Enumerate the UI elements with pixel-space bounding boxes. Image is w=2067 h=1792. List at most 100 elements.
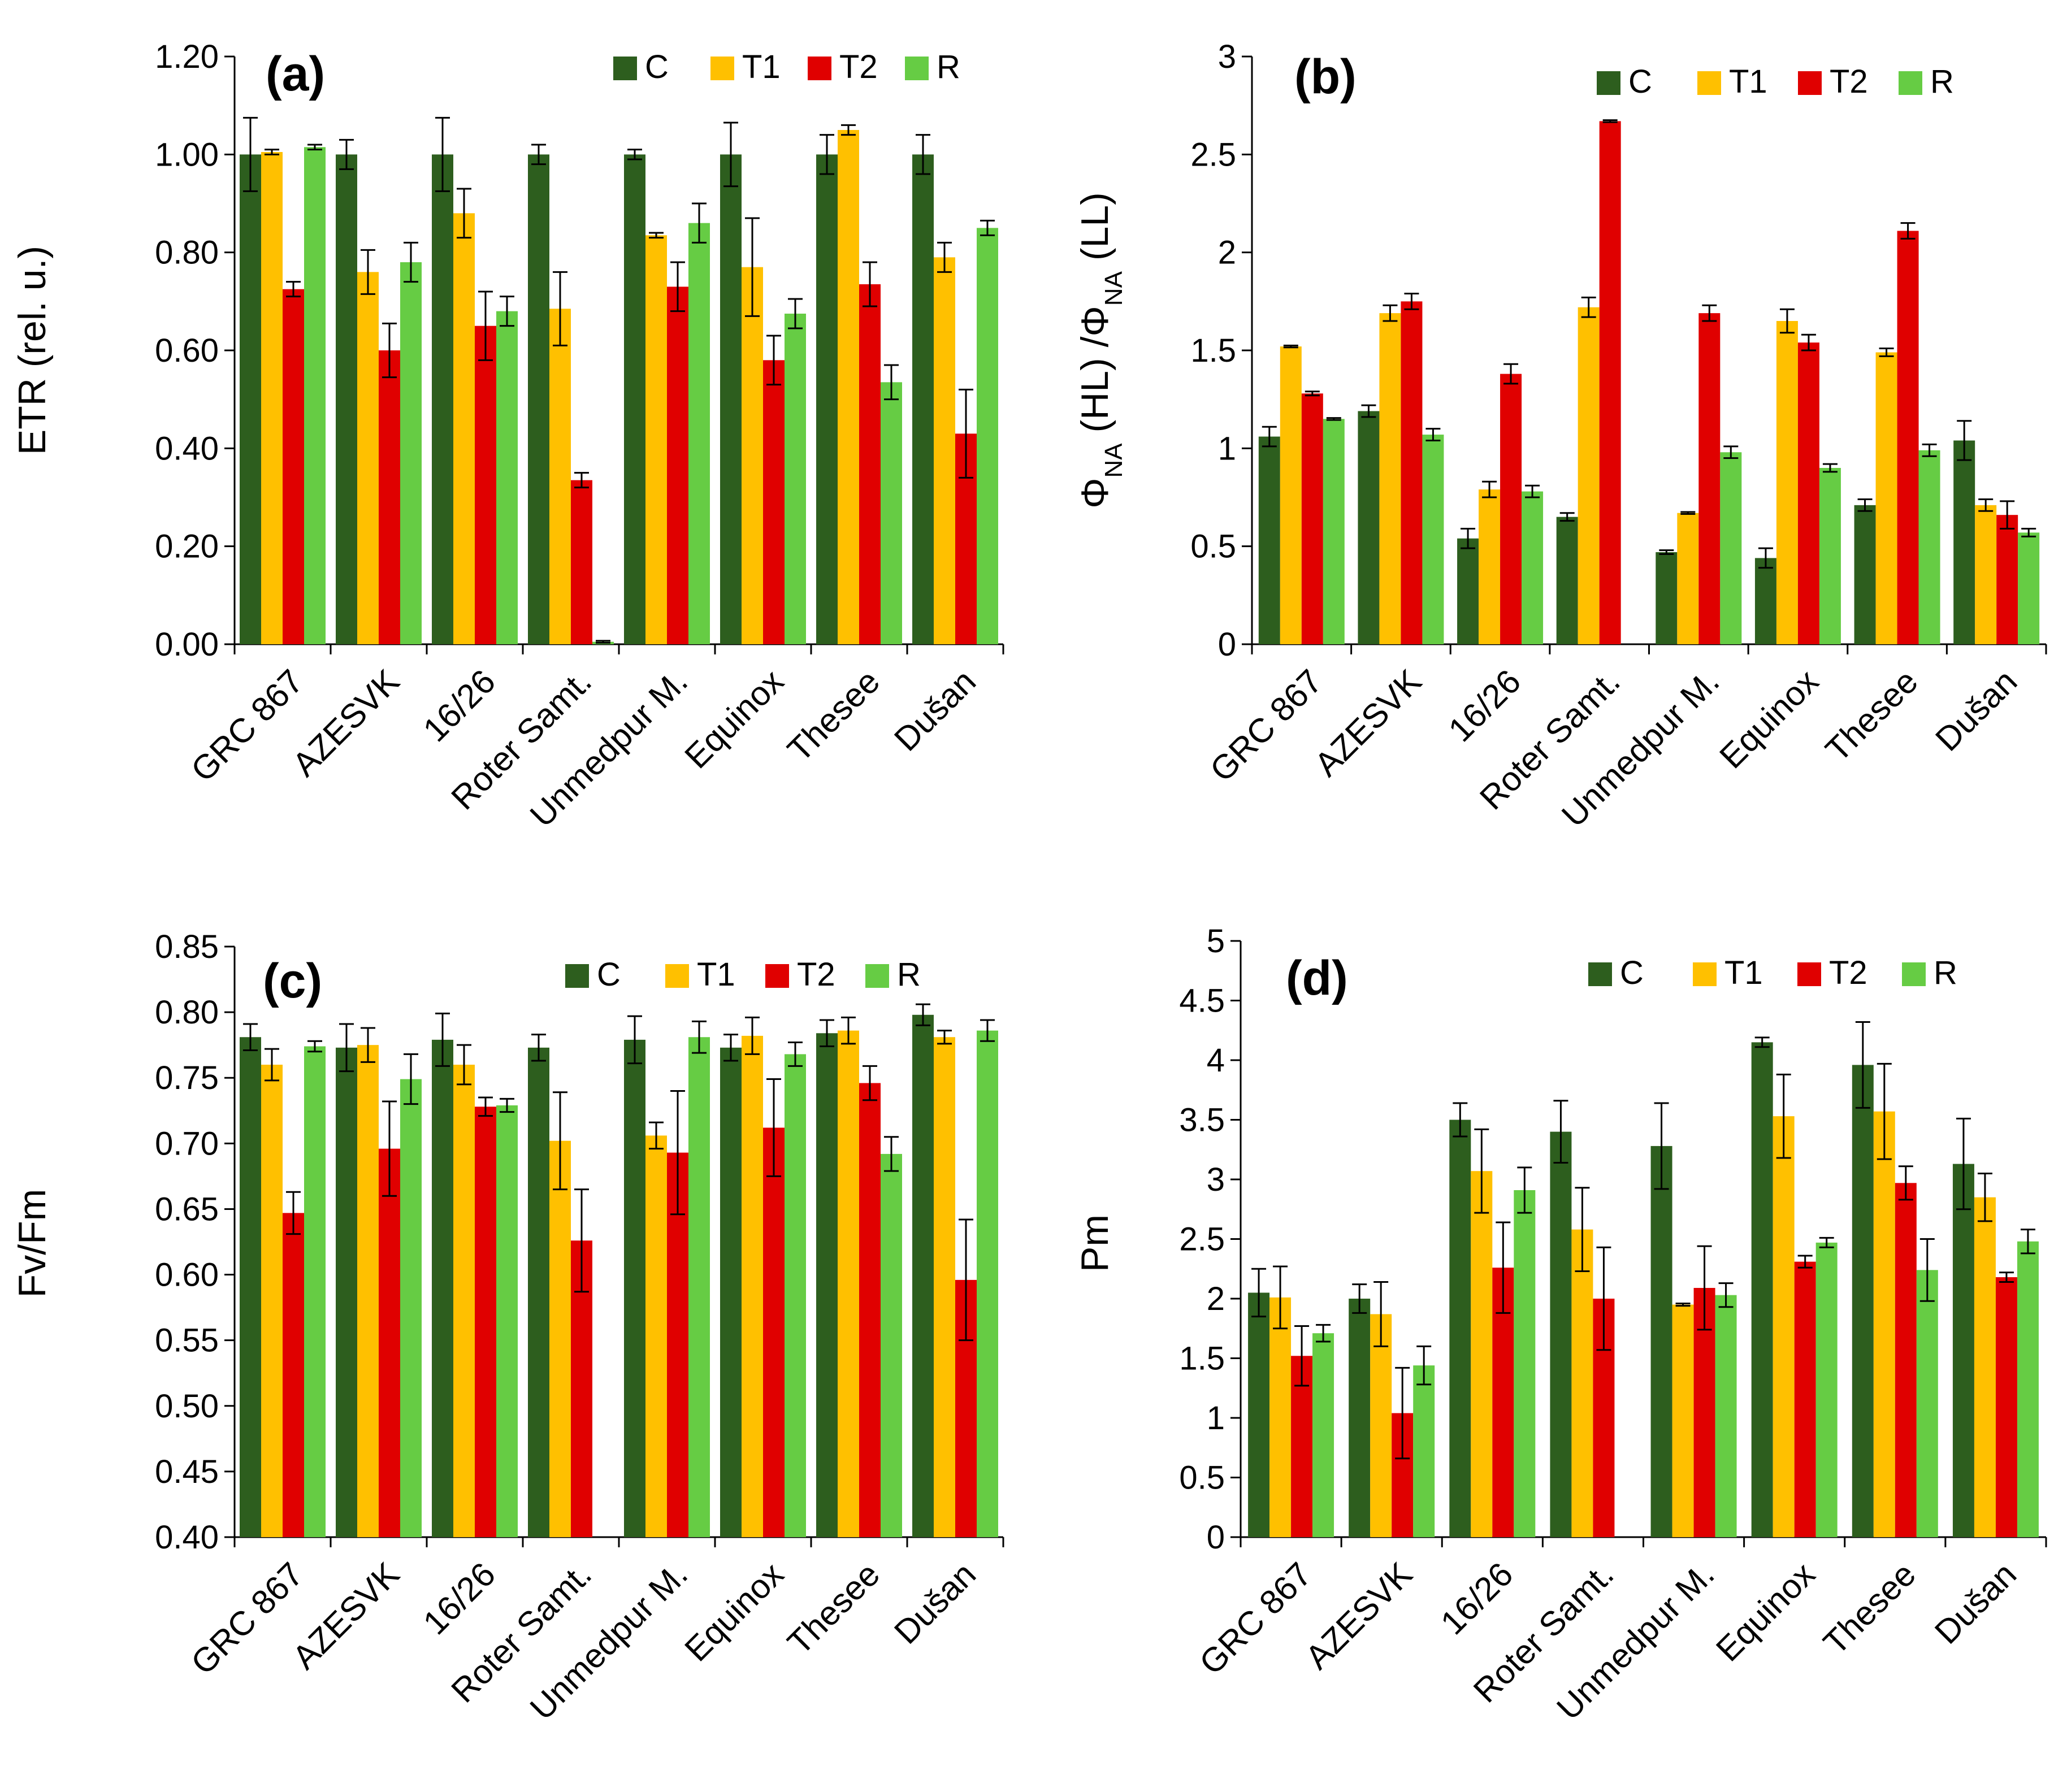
legend-swatch-T2 — [1798, 71, 1822, 95]
bar-R-6 — [881, 382, 902, 644]
bar-T2-2 — [475, 1107, 496, 1537]
bar-C-1 — [1358, 411, 1380, 644]
y-tick-label: 4 — [1207, 1042, 1225, 1079]
y-tick-label: 2.5 — [1179, 1221, 1225, 1258]
chart-panel-c: 0.40 0.45 0.50 0.55 0.60 0.65 0.70 0.75 0.80 0.85… — [11, 928, 1004, 1727]
bar-C-6 — [1852, 1065, 1874, 1537]
bar-C-5 — [1751, 1042, 1773, 1537]
bar-C-1 — [336, 1047, 357, 1537]
y-axis-label: ΦNA (HL) /ΦNA (LL) — [1073, 192, 1128, 509]
bar-T1-5 — [1776, 321, 1798, 644]
bar-T1-7 — [934, 1037, 955, 1537]
bar-T1-3 — [549, 1140, 571, 1537]
y-tick-label: 2 — [1218, 235, 1236, 271]
y-tick-label: 0.50 — [155, 1388, 219, 1425]
bar-T2-7 — [1996, 515, 2018, 644]
bar-T2-5 — [1797, 342, 1819, 644]
legend-swatch-T1 — [665, 964, 689, 988]
bar-C-2 — [1457, 538, 1479, 644]
y-tick-label: 0.40 — [155, 430, 219, 467]
bar-R-7 — [977, 1030, 998, 1537]
x-category-label: Equinox — [1709, 1555, 1822, 1669]
bar-T1-1 — [357, 272, 379, 644]
bar-T2-6 — [1895, 1183, 1917, 1537]
bar-R-5 — [785, 1054, 806, 1537]
bar-T1-2 — [1471, 1171, 1493, 1537]
bar-T1-1 — [1379, 313, 1401, 644]
bar-T1-4 — [1677, 513, 1699, 644]
y-tick-label: 3 — [1207, 1161, 1225, 1198]
legend: C T1 T2 R — [613, 49, 960, 85]
bar-C-2 — [432, 1039, 453, 1537]
bar-T2-1 — [379, 350, 400, 644]
y-tick-label: 1.5 — [1190, 332, 1236, 369]
bar-T2-2 — [1500, 374, 1522, 644]
x-category-label: GRC 867 — [1203, 662, 1329, 789]
bar-T2-6 — [859, 1083, 881, 1537]
legend-label-T1: T1 — [1724, 954, 1763, 991]
legend-swatch-T2 — [1797, 962, 1821, 986]
bar-R-0 — [304, 1046, 326, 1537]
bar-C-4 — [1650, 1146, 1672, 1537]
legend-swatch-R — [905, 57, 929, 80]
x-category-label: 16/26 — [416, 662, 503, 749]
bar-C-7 — [912, 154, 934, 644]
chart-panel-a: 0.00 0.20 0.40 0.60 0.80 1.00 1.20 ETR (rel. u.… — [11, 38, 1004, 834]
y-axis-label-part: (HL) /Φ — [1073, 306, 1116, 443]
x-category-label: Equinox — [677, 1555, 791, 1669]
bar-R-2 — [1522, 491, 1544, 644]
legend-label-R: R — [1930, 63, 1954, 100]
bar-R-4 — [1715, 1295, 1737, 1537]
bar-R-6 — [881, 1153, 902, 1537]
bar-T2-4 — [1698, 313, 1721, 644]
y-tick-label: 3.5 — [1179, 1102, 1225, 1139]
bar-C-0 — [240, 1037, 261, 1537]
bar-C-6 — [816, 1033, 838, 1537]
bar-R-2 — [1514, 1190, 1536, 1537]
panel-label: (a) — [266, 47, 325, 101]
bar-R-2 — [496, 311, 518, 644]
y-tick-label: 0.5 — [1179, 1460, 1225, 1496]
y-tick-label: 0.40 — [155, 1519, 219, 1556]
legend-label-R: R — [1934, 954, 1957, 991]
bar-T1-2 — [1479, 489, 1501, 644]
legend-label-C: C — [1620, 954, 1644, 991]
y-axis-label-part: Fv/Fm — [11, 1189, 54, 1298]
bar-T1-3 — [1571, 1229, 1593, 1537]
y-tick-label: 1 — [1207, 1400, 1225, 1437]
bar-C-7 — [1952, 1164, 1974, 1537]
y-tick-label: 1.20 — [155, 38, 219, 75]
bar-T1-7 — [934, 257, 955, 644]
bar-T2-7 — [1995, 1277, 2017, 1537]
bar-C-3 — [528, 1047, 549, 1537]
bar-R-1 — [1413, 1365, 1435, 1537]
x-category-label: GRC 867 — [184, 1555, 310, 1682]
legend-label-T2: T2 — [797, 956, 835, 993]
legend: C T1 T2 R — [1597, 63, 1954, 100]
bar-T2-5 — [1794, 1261, 1816, 1537]
legend-swatch-T1 — [1693, 962, 1717, 986]
bar-C-6 — [816, 154, 838, 644]
legend-label-T1: T1 — [1729, 63, 1767, 100]
bar-T1-6 — [1875, 352, 1897, 644]
bar-T1-7 — [1974, 1197, 1996, 1537]
x-category-label: Dušan — [1927, 1555, 2023, 1651]
bar-R-7 — [2017, 1241, 2039, 1537]
x-category-label: AZESVK — [1307, 662, 1429, 784]
bar-R-7 — [2018, 532, 2040, 644]
y-tick-label: 0.00 — [155, 626, 219, 663]
bar-T1-4 — [645, 1135, 667, 1537]
x-category-label: Dušan — [1928, 662, 2024, 758]
x-category-label: Thesee — [1816, 1555, 1923, 1662]
bar-R-0 — [304, 147, 326, 644]
bar-C-7 — [912, 1014, 934, 1537]
bar-C-1 — [336, 154, 357, 644]
bar-R-4 — [1720, 452, 1742, 644]
legend-swatch-C — [1588, 962, 1612, 986]
y-tick-label: 0.60 — [155, 1257, 219, 1294]
legend-label-R: R — [937, 49, 960, 85]
bar-R-1 — [1422, 435, 1444, 644]
bar-T2-4 — [667, 287, 688, 644]
bar-T1-5 — [742, 267, 763, 645]
